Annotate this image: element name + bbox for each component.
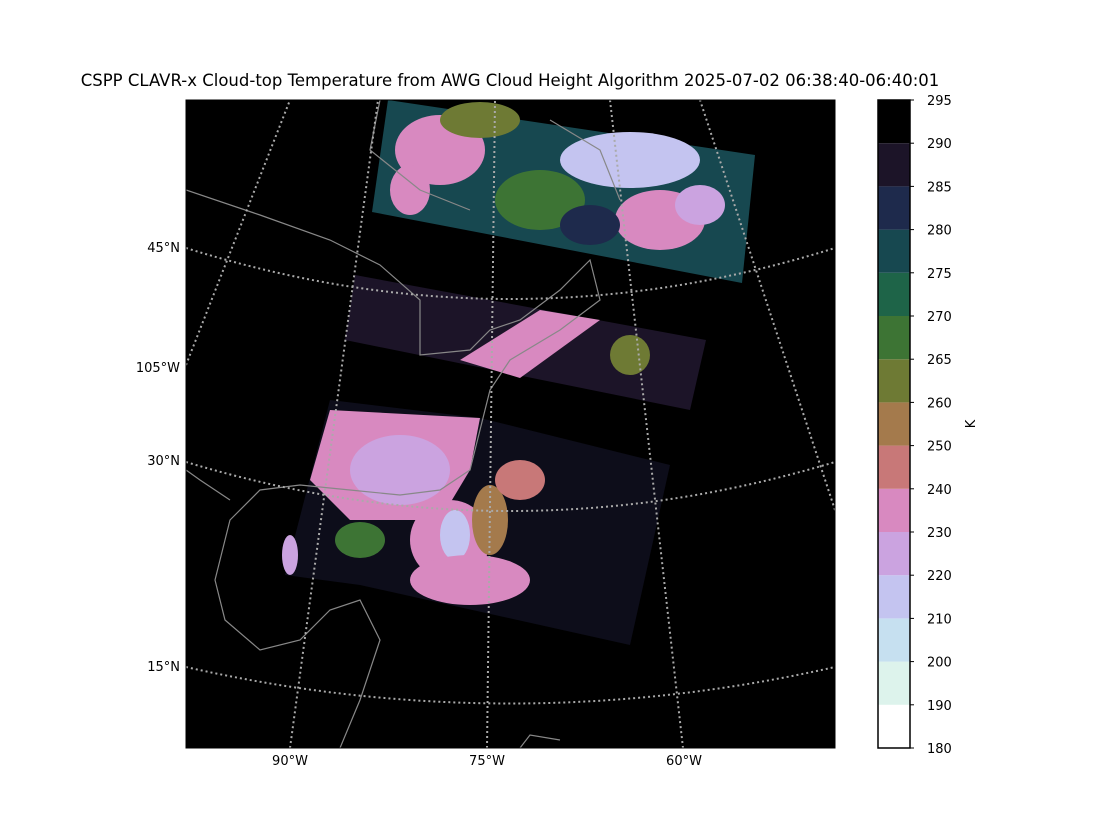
colorbar-tick-label: 290 bbox=[927, 137, 952, 152]
lat-label: 45°N bbox=[147, 241, 180, 256]
colorbar-segment bbox=[878, 100, 910, 144]
colorbar-segment bbox=[878, 575, 910, 619]
colorbar-tick-label: 220 bbox=[927, 569, 952, 584]
colorbar-segment bbox=[878, 445, 910, 489]
lon-label: 75°W bbox=[469, 754, 505, 769]
colorbar-segment bbox=[878, 704, 910, 748]
colorbar-tick-label: 180 bbox=[927, 742, 952, 757]
title: CSPP CLAVR-x Cloud-top Temperature from … bbox=[81, 71, 940, 90]
colorbar-segment bbox=[878, 488, 910, 532]
colorbar-segment bbox=[878, 272, 910, 316]
colorbar-tick-label: 260 bbox=[927, 396, 952, 411]
colorbar-tick-label: 200 bbox=[927, 656, 952, 671]
lon-label: 60°W bbox=[666, 754, 702, 769]
colorbar-tick-label: 190 bbox=[927, 699, 952, 714]
colorbar-tick-label: 275 bbox=[927, 267, 952, 282]
map bbox=[186, 100, 835, 748]
colorbar-tick-label: 230 bbox=[927, 526, 952, 541]
colorbar-tick-label: 285 bbox=[927, 180, 952, 195]
colorbar-segment bbox=[878, 661, 910, 705]
colorbar-tick-label: 265 bbox=[927, 353, 952, 368]
colorbar-label: K bbox=[964, 419, 979, 428]
colorbar-tick-label: 240 bbox=[927, 483, 952, 498]
colorbar-tick-label: 280 bbox=[927, 224, 952, 239]
colorbar-tick-label: 295 bbox=[927, 94, 952, 109]
colorbar-segment bbox=[878, 618, 910, 662]
colorbar-segment bbox=[878, 532, 910, 576]
lat-label: 15°N bbox=[147, 660, 180, 675]
colorbar-tick-label: 270 bbox=[927, 310, 952, 325]
colorbar-segment bbox=[878, 402, 910, 446]
colorbar-segment bbox=[878, 186, 910, 230]
colorbar-segment bbox=[878, 316, 910, 360]
map-frame bbox=[185, 99, 836, 749]
colorbar-segment bbox=[878, 229, 910, 273]
lat-label: 30°N bbox=[147, 454, 180, 469]
lon-label: 90°W bbox=[272, 754, 308, 769]
colorbar-frame bbox=[877, 99, 911, 749]
colorbar-tick-label: 250 bbox=[927, 440, 952, 455]
colorbar-tick-label: 210 bbox=[927, 612, 952, 627]
colorbar-segment bbox=[878, 143, 910, 187]
lat-label: 105°W bbox=[136, 361, 180, 376]
colorbar-segment bbox=[878, 359, 910, 403]
